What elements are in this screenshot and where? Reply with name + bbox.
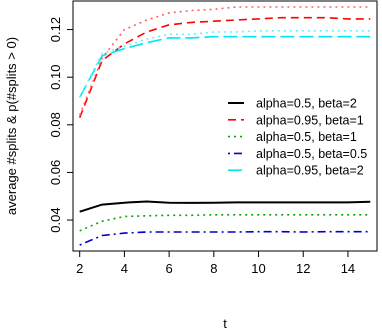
axis-layer: 2 4 6 8 10 12 14 0.04 0.06 0.08 0.10 0.12 xyxy=(48,17,355,276)
x-tick-label: 8 xyxy=(210,261,217,276)
y-tick-label: 0.10 xyxy=(48,65,63,90)
x-tick-label: 4 xyxy=(121,261,128,276)
legend-label: alpha=0.5, beta=2 xyxy=(256,97,357,111)
x-tick-label: 2 xyxy=(76,261,83,276)
series-line-7 xyxy=(78,29,371,98)
y-tick-label: 0.06 xyxy=(48,160,63,185)
x-tick-label: 6 xyxy=(166,261,173,276)
legend-label: alpha=0.5, beta=1 xyxy=(256,130,357,144)
x-axis-label: t xyxy=(223,316,227,331)
legend-label: alpha=0.95, beta=2 xyxy=(256,164,364,178)
plot-frame xyxy=(72,0,378,252)
x-tick-label: 12 xyxy=(296,261,310,276)
series-line-5 xyxy=(78,35,371,98)
y-axis-label: average #splits & p(#splits > 0) xyxy=(4,37,19,215)
x-tick-label: 14 xyxy=(341,261,355,276)
legend: alpha=0.5, beta=2 alpha=0.95, beta=1 alpha… xyxy=(228,97,367,178)
series-line-2 xyxy=(78,16,371,118)
series-line-4 xyxy=(79,230,371,246)
series-line-1 xyxy=(79,200,371,213)
series-layer xyxy=(78,6,371,246)
legend-label: alpha=0.95, beta=1 xyxy=(256,113,364,127)
x-tick-label: 10 xyxy=(251,261,265,276)
y-tick-label: 0.04 xyxy=(48,207,63,232)
y-tick-label: 0.08 xyxy=(48,112,63,137)
legend-label: alpha=0.5, beta=0.5 xyxy=(256,147,367,161)
y-tick-label: 0.12 xyxy=(48,17,63,42)
